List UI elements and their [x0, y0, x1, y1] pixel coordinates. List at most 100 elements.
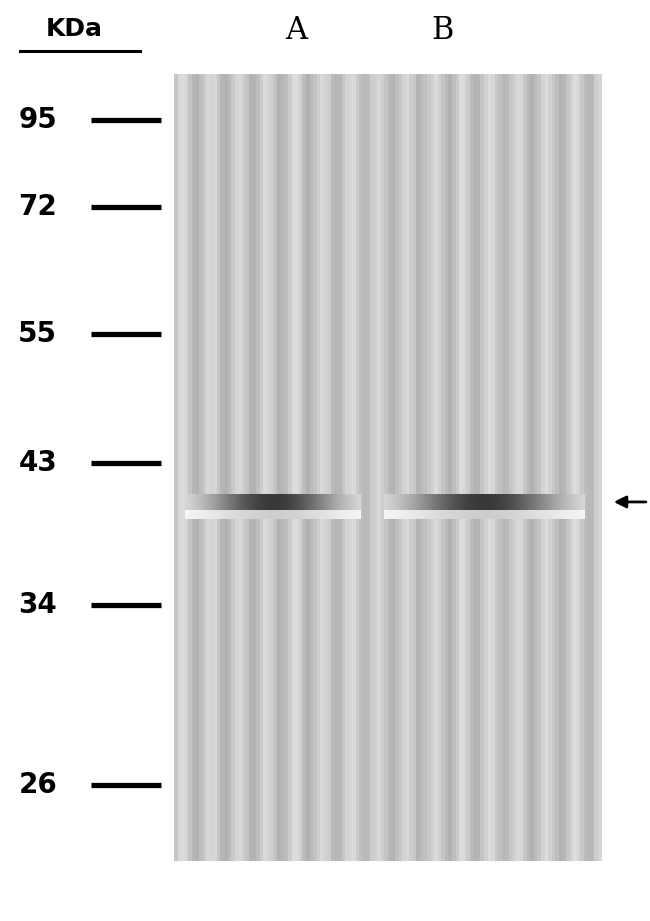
Text: 43: 43	[18, 449, 57, 477]
Bar	[391, 74, 396, 861]
Bar	[266, 74, 271, 861]
Bar	[402, 74, 406, 861]
Bar	[278, 74, 281, 861]
Bar	[552, 74, 556, 861]
Bar	[374, 74, 378, 861]
Text: 26: 26	[18, 771, 57, 799]
Bar	[352, 74, 356, 861]
Bar	[424, 74, 428, 861]
Bar	[338, 74, 342, 861]
Bar	[569, 74, 574, 861]
Bar	[545, 74, 549, 861]
Bar	[470, 74, 474, 861]
Text: KDa: KDa	[46, 17, 103, 41]
Text: 55: 55	[18, 321, 57, 348]
Bar	[459, 74, 463, 861]
Bar	[224, 74, 228, 861]
Bar	[256, 74, 260, 861]
Bar	[174, 74, 178, 861]
Bar	[559, 74, 563, 861]
Bar	[324, 74, 328, 861]
Bar	[320, 74, 324, 861]
Bar	[406, 74, 410, 861]
Bar	[384, 74, 389, 861]
Bar	[398, 74, 403, 861]
Text: B: B	[431, 15, 453, 46]
Bar	[328, 74, 332, 861]
Text: 34: 34	[18, 591, 57, 619]
Bar	[253, 74, 257, 861]
Bar	[509, 74, 513, 861]
Bar	[448, 74, 452, 861]
Bar	[246, 74, 250, 861]
Bar	[345, 74, 349, 861]
Bar	[292, 74, 296, 861]
Bar	[562, 74, 567, 861]
Bar	[516, 74, 520, 861]
Bar	[555, 74, 560, 861]
Bar	[270, 74, 274, 861]
Bar	[181, 74, 185, 861]
Text: A: A	[285, 15, 307, 46]
Bar	[348, 74, 353, 861]
Bar	[367, 74, 370, 861]
Bar	[206, 74, 211, 861]
Bar	[203, 74, 207, 861]
Bar	[410, 74, 413, 861]
Bar	[199, 74, 203, 861]
Bar	[174, 74, 598, 861]
Bar	[591, 74, 595, 861]
Bar	[299, 74, 303, 861]
Bar	[530, 74, 534, 861]
Text: 95: 95	[18, 106, 57, 134]
Bar	[249, 74, 253, 861]
Bar	[331, 74, 335, 861]
Bar	[188, 74, 192, 861]
Bar	[566, 74, 570, 861]
Bar	[359, 74, 363, 861]
Bar	[513, 74, 517, 861]
Bar	[538, 74, 541, 861]
Bar	[456, 74, 460, 861]
Bar	[356, 74, 360, 861]
Bar	[473, 74, 478, 861]
Bar	[285, 74, 289, 861]
Bar	[477, 74, 481, 861]
Bar	[541, 74, 545, 861]
Bar	[309, 74, 314, 861]
Bar	[413, 74, 417, 861]
Bar	[263, 74, 267, 861]
Bar	[526, 74, 531, 861]
Bar	[480, 74, 485, 861]
Bar	[185, 74, 189, 861]
Bar	[363, 74, 367, 861]
Bar	[420, 74, 424, 861]
Bar	[488, 74, 492, 861]
Bar	[242, 74, 246, 861]
Bar	[370, 74, 374, 861]
Bar	[231, 74, 235, 861]
Bar	[484, 74, 488, 861]
Text: 72: 72	[18, 193, 57, 221]
Bar	[437, 74, 442, 861]
Bar	[377, 74, 382, 861]
Bar	[548, 74, 552, 861]
Bar	[580, 74, 584, 861]
Bar	[434, 74, 438, 861]
Bar	[506, 74, 510, 861]
Bar	[463, 74, 467, 861]
Bar	[584, 74, 588, 861]
Bar	[388, 74, 392, 861]
Bar	[381, 74, 385, 861]
Bar	[495, 74, 499, 861]
Bar	[430, 74, 435, 861]
Bar	[417, 74, 421, 861]
Bar	[177, 74, 182, 861]
Bar	[317, 74, 321, 861]
Bar	[395, 74, 399, 861]
Bar	[192, 74, 196, 861]
Bar	[466, 74, 471, 861]
Bar	[342, 74, 346, 861]
Bar	[239, 74, 242, 861]
Bar	[445, 74, 449, 861]
